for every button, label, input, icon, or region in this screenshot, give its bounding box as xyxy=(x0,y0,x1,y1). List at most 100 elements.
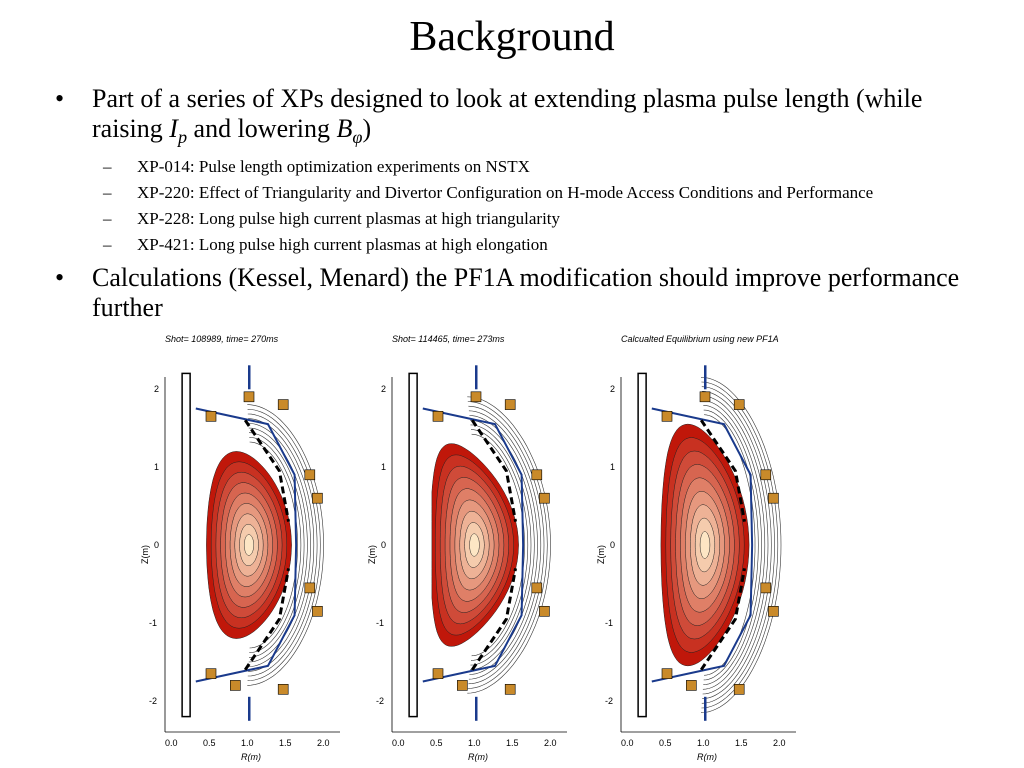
y-tick-label: 0 xyxy=(381,540,387,550)
bullet-list: • Part of a series of XPs designed to lo… xyxy=(55,84,975,323)
y-tick-label: 1 xyxy=(610,462,616,472)
x-tick-label: 1.0 xyxy=(241,738,254,748)
bullet-text-post: ) xyxy=(362,114,372,143)
equilibrium-panel: Calcualted Equilibrium using new PF1A 2 1 0… xyxy=(596,332,836,768)
pf-coil xyxy=(230,680,241,691)
flux-contour-line xyxy=(702,400,766,690)
passive-plate xyxy=(699,419,746,522)
y-axis-label: Z(m) xyxy=(140,545,150,564)
pf-coil xyxy=(312,492,323,504)
y-tick-label: 0 xyxy=(610,540,616,550)
port-marker xyxy=(248,696,251,721)
x-tick-label: 0.0 xyxy=(392,738,405,748)
equilibrium-plot xyxy=(620,365,796,733)
passive-plate xyxy=(470,419,517,522)
pf-coil xyxy=(304,582,316,594)
pf-coil xyxy=(661,668,673,680)
flux-contour-line xyxy=(703,409,759,681)
flux-contour-line xyxy=(248,418,315,672)
pf-coil xyxy=(504,683,516,695)
pf-coil xyxy=(243,391,255,403)
slide-title: Background xyxy=(409,14,615,60)
flux-contour-line xyxy=(248,423,311,667)
sub-bullet-xp228: – XP-228: Long pulse high current plasmas… xyxy=(103,209,561,229)
x-tick-label: 1.0 xyxy=(697,738,710,748)
bullet-icon: • xyxy=(55,84,65,113)
y-axis-label: Z(m) xyxy=(367,545,377,564)
passive-plate xyxy=(699,568,746,671)
flux-contour-line xyxy=(468,410,542,680)
pf-coil xyxy=(539,605,550,617)
flux-contour-line xyxy=(469,415,538,675)
passive-plate xyxy=(243,568,290,671)
vacuum-vessel xyxy=(195,407,298,683)
flux-contour-line xyxy=(471,433,525,657)
center-stack xyxy=(637,372,647,718)
pf-coil xyxy=(699,391,711,403)
ip-symbol: Ip xyxy=(169,114,188,148)
x-tick-label: 0.0 xyxy=(621,738,634,748)
y-tick-label: 0 xyxy=(154,540,160,550)
bullet-text-mid: and lowering xyxy=(187,114,337,143)
pf-coil xyxy=(768,492,779,504)
plasma-contour xyxy=(699,531,711,559)
x-tick-label: 2.0 xyxy=(773,738,786,748)
pf-coil xyxy=(277,399,289,410)
pf-coil xyxy=(312,605,323,617)
flux-contour-line xyxy=(703,405,762,685)
port-marker xyxy=(704,696,707,721)
flux-contour-line xyxy=(248,427,308,663)
x-tick-label: 0.5 xyxy=(430,738,443,748)
dash-icon: – xyxy=(103,157,112,177)
x-tick-label: 1.0 xyxy=(468,738,481,748)
flux-contour-line xyxy=(702,395,769,695)
x-tick-label: 0.5 xyxy=(203,738,216,748)
equilibrium-plot xyxy=(164,365,340,733)
pf-coil xyxy=(205,668,217,680)
x-tick-label: 0.5 xyxy=(659,738,672,748)
pf-coil xyxy=(457,680,468,691)
panel-title: Shot= 114465, time= 273ms xyxy=(392,334,505,344)
plasma-contour xyxy=(469,533,480,557)
center-stack xyxy=(408,372,418,718)
bullet-pulse-length: • Part of a series of XPs designed to lo… xyxy=(55,84,975,152)
flux-contour-line xyxy=(249,441,298,649)
port-marker xyxy=(475,365,478,390)
pf-coil xyxy=(539,492,550,504)
x-tick-label: 1.5 xyxy=(735,738,748,748)
y-tick-label: -2 xyxy=(605,696,614,706)
flux-contour-line xyxy=(248,432,305,658)
dash-icon: – xyxy=(103,209,112,229)
y-tick-label: -1 xyxy=(149,618,158,628)
x-tick-label: 1.5 xyxy=(279,738,292,748)
flux-contour-line xyxy=(470,429,529,661)
y-tick-label: -1 xyxy=(605,618,614,628)
y-tick-label: 1 xyxy=(381,462,387,472)
bphi-symbol: Bφ xyxy=(336,114,363,148)
flux-contour-line xyxy=(702,391,772,699)
y-tick-label: 1 xyxy=(154,462,160,472)
x-axis-label: R(m) xyxy=(468,752,488,762)
pf-coil xyxy=(733,683,745,695)
equilibrium-panel: Shot= 108989, time= 270ms 2 1 0 -1 -2 0.0 0.5 1.… xyxy=(140,332,380,768)
y-tick-label: 2 xyxy=(610,384,616,394)
pf-coil xyxy=(733,399,745,410)
pf-coil xyxy=(504,399,516,410)
dash-icon: – xyxy=(103,183,112,203)
flux-contour-line xyxy=(467,396,551,694)
y-tick-label: -2 xyxy=(376,696,385,706)
pf-coil xyxy=(304,469,316,481)
dash-icon: – xyxy=(103,235,112,255)
equilibrium-panel: Shot= 114465, time= 273ms 2 1 0 -1 -2 0.0 0.5 1.… xyxy=(367,332,607,768)
vacuum-vessel xyxy=(651,407,754,683)
flux-contour-line xyxy=(468,405,545,685)
bullet-calculations: • Calculations (Kessel, Menard) the PF1A… xyxy=(55,263,960,323)
pf-coil xyxy=(205,411,217,422)
center-stack xyxy=(181,372,191,718)
flux-contour-line xyxy=(469,419,535,671)
x-tick-label: 1.5 xyxy=(506,738,519,748)
port-marker xyxy=(475,696,478,721)
x-axis-label: R(m) xyxy=(697,752,717,762)
flux-contour-line xyxy=(247,404,324,686)
plasma-contour xyxy=(244,534,254,556)
